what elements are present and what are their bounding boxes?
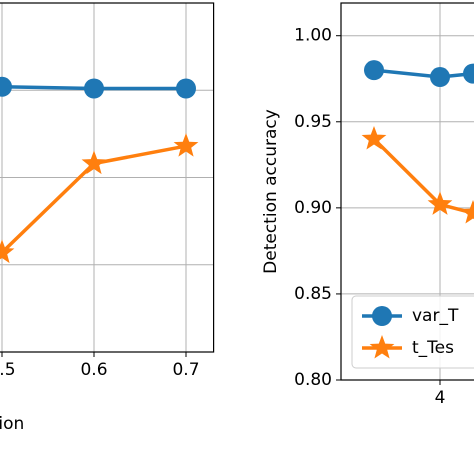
x-tick-label: 4 xyxy=(435,388,446,408)
star-marker xyxy=(361,126,387,150)
legend-label: t_Tes xyxy=(412,338,454,358)
series-line xyxy=(372,137,474,215)
x-tick-label: 0.6 xyxy=(80,360,107,380)
x-tick-label: 0.5 xyxy=(0,360,16,380)
y-tick-label: 0.90 xyxy=(294,198,332,218)
circle-marker xyxy=(84,78,104,99)
circle-marker xyxy=(430,67,450,88)
subplot: 4 0.80 0.85 0.90 0.95 1.00 Detection accuracy v… xyxy=(261,2,474,408)
legend-label: var_T xyxy=(412,306,459,326)
legend-marker xyxy=(372,306,392,326)
subplot: 0.5 0.6 0.7 ation xyxy=(0,2,215,434)
y-axis-label: Detection accuracy xyxy=(261,109,281,274)
circle-marker xyxy=(0,76,12,97)
circle-marker xyxy=(176,78,196,99)
axes-frame xyxy=(0,2,215,353)
y-tick-label: 0.85 xyxy=(294,284,332,304)
y-tick-label: 1.00 xyxy=(294,26,332,46)
legend-marker xyxy=(369,335,395,359)
star-marker xyxy=(427,191,453,215)
circle-marker xyxy=(364,60,384,81)
star-marker xyxy=(460,200,474,224)
y-tick-label: 0.95 xyxy=(294,112,332,132)
y-tick-label: 0.80 xyxy=(294,370,332,390)
star-marker xyxy=(0,239,15,264)
circle-marker xyxy=(463,63,474,84)
star-marker xyxy=(81,150,107,175)
star-marker xyxy=(173,133,199,157)
series-line xyxy=(373,68,474,79)
x-axis-label: ation xyxy=(0,414,24,434)
x-tick-label: 0.7 xyxy=(172,360,199,380)
